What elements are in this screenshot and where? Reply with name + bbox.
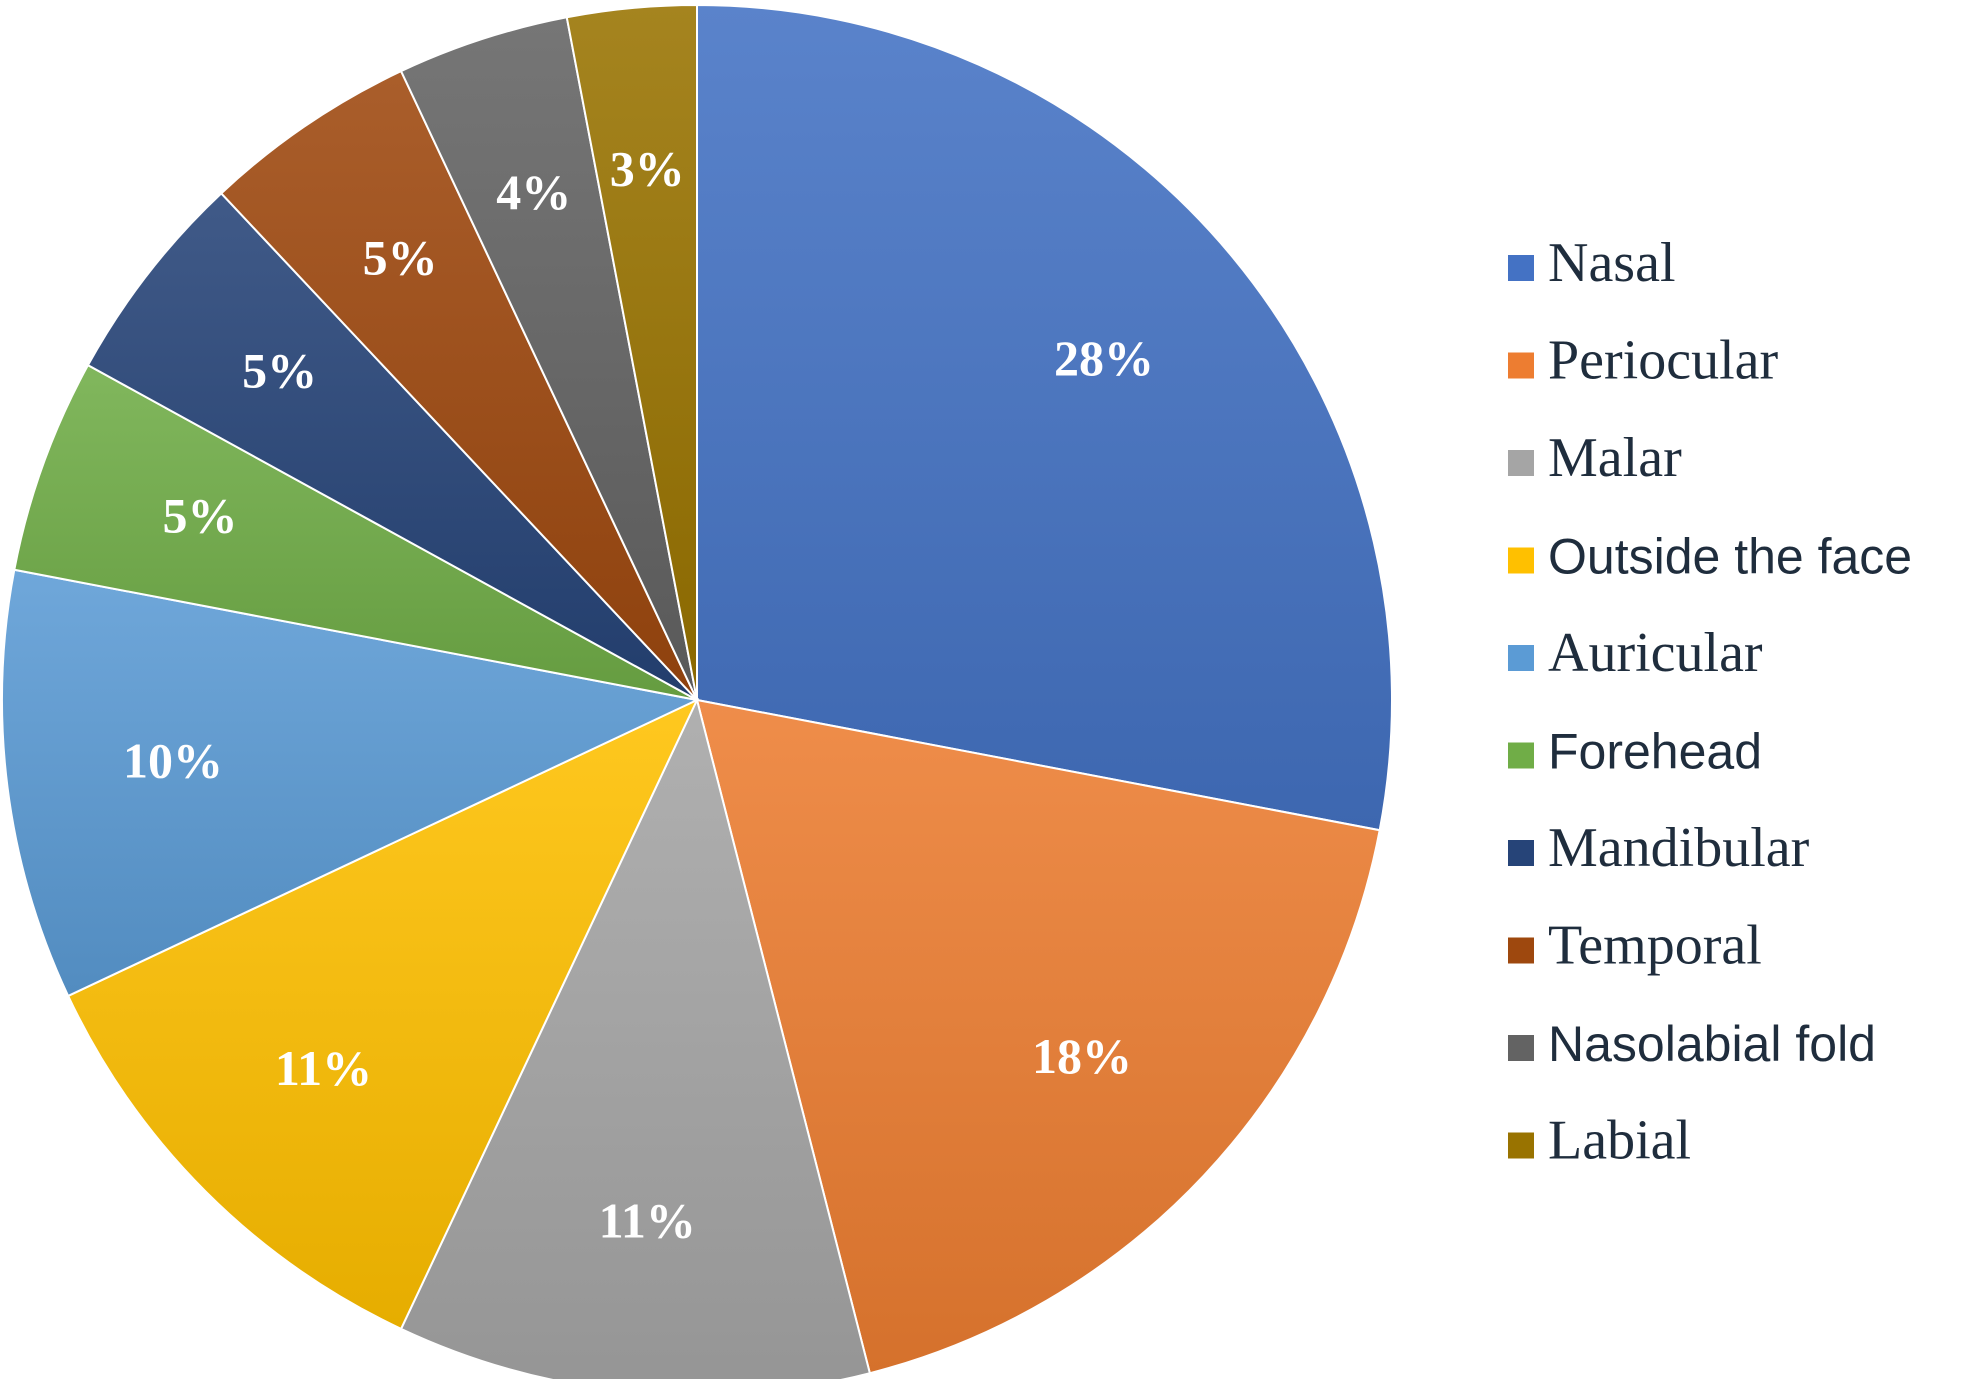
legend-label: Mandibular: [1548, 817, 1810, 879]
pie-slice-temporal: [219, 69, 698, 701]
legend-item-nasolabial-fold: Nasolabial fold: [1508, 1016, 1876, 1072]
pie-slice-nasal: [696, 3, 1394, 832]
legend-swatch: [1508, 1132, 1534, 1159]
pie-slice-labial: [565, 3, 698, 701]
legend-label: Nasolabial fold: [1548, 1016, 1876, 1072]
pie-slice-mandibular: [86, 191, 698, 701]
legend-label: Auricular: [1548, 622, 1763, 684]
legend-label: Labial: [1548, 1109, 1691, 1171]
slice-label-nasolabial-fold: 4%: [496, 164, 571, 220]
pie-slice-outside-the-face: [66, 697, 700, 1331]
legend-item-mandibular: Mandibular: [1508, 817, 1810, 879]
legend-swatch: [1508, 840, 1534, 866]
legend: Nasal Periocular Malar Outside the face Auri…: [1508, 232, 1912, 1171]
slice-label-temporal: 5%: [363, 230, 438, 286]
legend-swatch: [1508, 450, 1534, 476]
legend-swatch: [1508, 1035, 1534, 1061]
legend-swatch: [1508, 352, 1534, 379]
legend-item-periocular: Periocular: [1508, 329, 1778, 391]
legend-item-outside-the-face: Outside the face: [1508, 529, 1912, 585]
slice-label-nasal: 28%: [1054, 330, 1154, 386]
pie-slice-forehead: [13, 363, 698, 701]
slice-label-malar: 11%: [599, 1192, 696, 1248]
legend-item-temporal: Temporal: [1508, 914, 1762, 976]
legend-item-nasal: Nasal: [1508, 232, 1676, 294]
slice-label-forehead: 5%: [163, 488, 238, 544]
legend-swatch: [1508, 255, 1534, 281]
legend-swatch: [1508, 547, 1534, 574]
legend-item-forehead: Forehead: [1508, 724, 1762, 780]
legend-label: Temporal: [1548, 914, 1762, 976]
legend-swatch: [1508, 937, 1534, 964]
legend-label: Periocular: [1548, 329, 1778, 391]
legend-label: Nasal: [1548, 232, 1676, 294]
legend-item-malar: Malar: [1508, 427, 1682, 489]
legend-label: Malar: [1548, 427, 1682, 489]
legend-label: Outside the face: [1548, 529, 1912, 585]
slice-label-periocular: 18%: [1032, 1028, 1132, 1084]
slice-label-outside-the-face: 11%: [275, 1040, 372, 1096]
slice-label-labial: 3%: [610, 141, 685, 197]
pie-slice-auricular: [1, 568, 701, 998]
slice-label-mandibular: 5%: [242, 343, 317, 399]
legend-swatch: [1508, 742, 1534, 769]
slice-labels: 28% 18% 11% 11% 10% 5% 5% 5% 4% 3%: [123, 141, 1154, 1249]
pie-slices: [1, 3, 1394, 1379]
pie-slice-malar: [399, 697, 872, 1379]
slice-label-auricular: 10%: [123, 733, 223, 789]
legend-item-auricular: Auricular: [1508, 622, 1763, 684]
legend-item-labial: Labial: [1508, 1109, 1691, 1171]
legend-swatch: [1508, 645, 1534, 671]
legend-label: Forehead: [1548, 724, 1762, 780]
pie-slice-periocular: [695, 698, 1381, 1375]
